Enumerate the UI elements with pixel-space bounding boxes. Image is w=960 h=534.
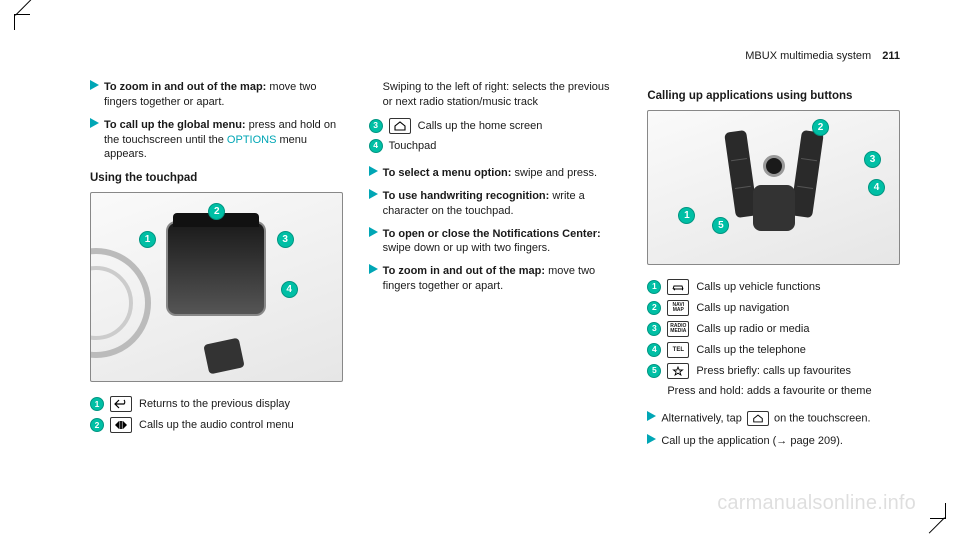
heading-touchpad: Using the touchpad [90, 172, 343, 184]
legend-4: 4 Touchpad [369, 139, 622, 153]
instruction-text: To zoom in and out of the map: move two … [383, 264, 622, 294]
legend-num-4: 4 [369, 139, 383, 153]
legend-text: Calls up navigation [696, 301, 789, 315]
instruction-text: Alternatively, tap on the touchscreen. [661, 411, 870, 426]
crop-mark-tl [14, 14, 30, 30]
steering-wheel-shape [90, 248, 151, 358]
callout-2: 2 [812, 119, 829, 136]
watermark: carmanualsonline.info [717, 492, 916, 515]
legend-3: 3 Calls up the home screen [369, 118, 622, 134]
tel-icon: TEL [667, 342, 689, 358]
instruction-text: Call up the application (→ page 209). [661, 434, 843, 449]
instruction-text: To use handwriting recognition: write a … [383, 189, 622, 219]
legend-num-1: 1 [647, 280, 661, 294]
instruction-select-menu: To select a menu option: swipe and press… [369, 166, 622, 181]
instruction-text: To zoom in and out of the map: move two … [104, 80, 343, 110]
instruction-callup-app: Call up the application (→ page 209). [647, 434, 900, 449]
bullet-arrow-icon [647, 434, 661, 449]
legend-navi: 2 NAVI MAP Calls up navigation [647, 300, 900, 316]
legend-text: Calls up vehicle functions [696, 280, 820, 294]
vehicle-icon [667, 279, 689, 295]
bullet-arrow-icon [369, 189, 383, 219]
legend-text: Press briefly: calls up favourites [696, 364, 851, 378]
instruction-zoom-2: To zoom in and out of the map: move two … [369, 264, 622, 294]
legend-text: Touchpad [389, 139, 437, 153]
center-rest [753, 185, 795, 231]
legend-2: 2 Calls up the audio control menu [90, 417, 343, 433]
button-cluster-shape [734, 131, 814, 231]
radio-icon: RADIO MEDIA [667, 321, 689, 337]
legend-num-4: 4 [647, 343, 661, 357]
crop-mark-br [930, 503, 946, 519]
callout-1: 1 [139, 231, 156, 248]
back-icon [110, 396, 132, 412]
callout-3: 3 [277, 231, 294, 248]
figure-buttons: 1 2 3 4 5 [647, 110, 900, 265]
column-2: Swiping to the left of right: selects th… [369, 80, 622, 457]
legend-num-3: 3 [647, 322, 661, 336]
legend-text: Calls up the audio control menu [139, 418, 294, 432]
page-number: 211 [882, 50, 900, 62]
instruction-text: To select a menu option: swipe and press… [383, 166, 597, 181]
columns: To zoom in and out of the map: move two … [90, 80, 900, 457]
bullet-arrow-icon [369, 227, 383, 257]
instruction-global-menu: To call up the global menu: press and ho… [90, 118, 343, 163]
legend-num-3: 3 [369, 119, 383, 133]
instruction-notifications: To open or close the Notifications Cente… [369, 227, 622, 257]
callout-3: 3 [864, 151, 881, 168]
bullet-arrow-icon [90, 80, 104, 110]
legend-tel: 4 TEL Calls up the telephone [647, 342, 900, 358]
legend-fav: 5 Press briefly: calls up favourites [647, 363, 900, 379]
legend-num-2: 2 [647, 301, 661, 315]
legend-num-2: 2 [90, 418, 104, 432]
callout-4: 4 [868, 179, 885, 196]
page-content: MBUX multimedia system 211 To zoom in an… [90, 50, 900, 503]
swipe-description: Swiping to the left of right: selects th… [369, 80, 622, 110]
audio-menu-icon [110, 417, 132, 433]
column-3: Calling up applications using buttons 1 … [647, 80, 900, 457]
callout-5: 5 [712, 217, 729, 234]
instruction-handwriting: To use handwriting recognition: write a … [369, 189, 622, 219]
touchpad-shape [166, 221, 266, 316]
legend-text: Calls up the telephone [696, 343, 805, 357]
legend-text: Returns to the previous display [139, 397, 290, 411]
page-header: MBUX multimedia system 211 [90, 50, 900, 62]
instruction-text: To call up the global menu: press and ho… [104, 118, 343, 163]
callout-4: 4 [281, 281, 298, 298]
star-icon [667, 363, 689, 379]
navi-icon: NAVI MAP [667, 300, 689, 316]
legend-fav-sub: Press and hold: adds a favourite or them… [647, 384, 900, 399]
bullet-arrow-icon [369, 166, 383, 181]
figure-touchpad: 1 2 3 4 [90, 192, 343, 382]
home-icon [389, 118, 411, 134]
callout-1: 1 [678, 207, 695, 224]
legend-num-1: 1 [90, 397, 104, 411]
instruction-alt-tap: Alternatively, tap on the touchscreen. [647, 411, 900, 426]
column-1: To zoom in and out of the map: move two … [90, 80, 343, 457]
instruction-text: To open or close the Notifications Cente… [383, 227, 622, 257]
instruction-zoom: To zoom in and out of the map: move two … [90, 80, 343, 110]
bullet-arrow-icon [369, 264, 383, 294]
right-button-column [790, 130, 824, 218]
header-title: MBUX multimedia system [745, 50, 871, 62]
legend-radio: 3 RADIO MEDIA Calls up radio or media [647, 321, 900, 337]
legend-num-5: 5 [647, 364, 661, 378]
center-knob [763, 155, 785, 177]
legend-text: Calls up radio or media [696, 322, 809, 336]
bullet-arrow-icon [647, 411, 661, 426]
legend-text: Calls up the home screen [418, 119, 543, 133]
legend-vehicle: 1 Calls up vehicle functions [647, 279, 900, 295]
small-pad-shape [204, 338, 245, 375]
bullet-arrow-icon [90, 118, 104, 163]
heading-buttons: Calling up applications using buttons [647, 90, 900, 102]
home-icon [747, 411, 769, 426]
legend-1: 1 Returns to the previous display [90, 396, 343, 412]
